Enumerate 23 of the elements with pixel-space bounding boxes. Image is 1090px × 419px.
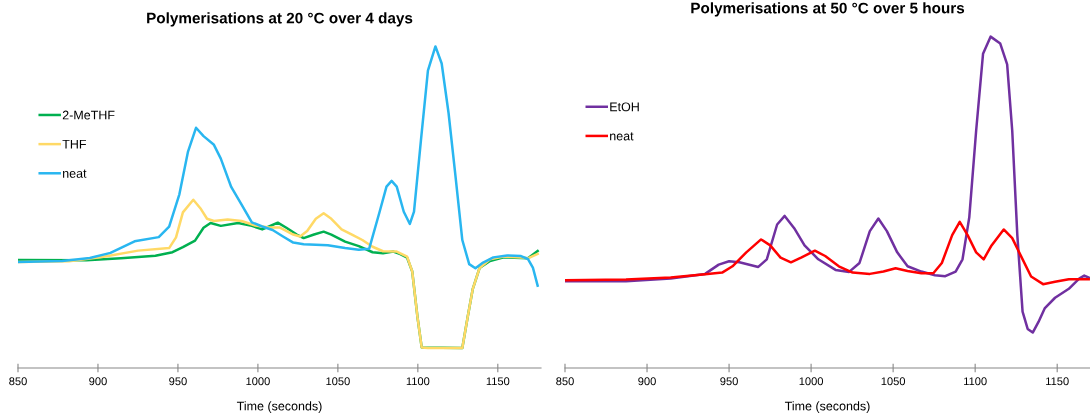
x-tick-label: 1150 — [486, 377, 510, 386]
legend-label: THF — [62, 139, 87, 149]
x-tick-label: 900 — [638, 377, 656, 386]
x-tick-label: 950 — [720, 377, 738, 386]
x-tick-label: 1150 — [1046, 377, 1069, 386]
x-tick-label: 1050 — [881, 377, 906, 386]
x-tick-label: 1100 — [964, 377, 987, 386]
legend-label: neat — [63, 169, 87, 178]
x-axis-title: Time (seconds) — [784, 401, 870, 413]
x-tick-label: 1000 — [799, 377, 824, 386]
legend-label: EtOH — [610, 102, 639, 112]
x-tick-label: 950 — [169, 377, 187, 386]
x-tick-label: 850 — [556, 377, 574, 386]
x-tick-label: 900 — [89, 377, 107, 386]
x-tick-label: 1050 — [326, 377, 350, 386]
x-tick-label: 1000 — [246, 377, 270, 386]
x-axis-title: Time (seconds) — [236, 401, 322, 413]
legend-label: neat — [610, 132, 634, 141]
chart-title: Polymerisations at 20 °C over 4 days — [147, 12, 413, 27]
legend-label: 2-MeTHF — [62, 110, 115, 120]
x-tick-label: 1100 — [406, 377, 430, 386]
chart-title: Polymerisations at 50 °C over 5 hours — [691, 2, 965, 17]
x-tick-label: 850 — [9, 377, 27, 386]
